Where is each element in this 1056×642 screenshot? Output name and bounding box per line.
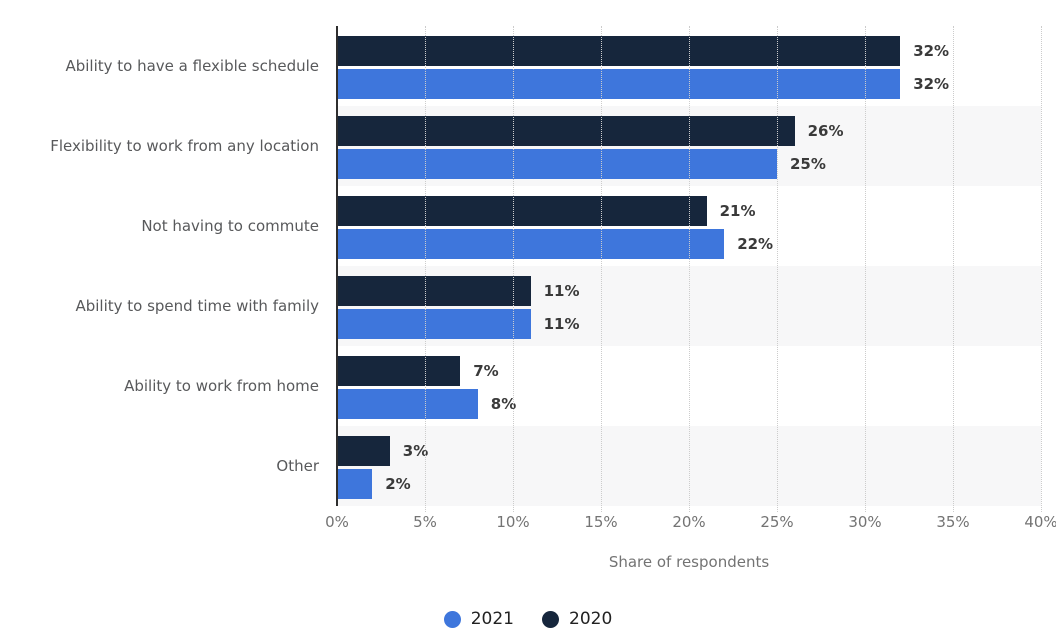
bar-2021 (337, 309, 531, 339)
bar-value-label: 22% (737, 235, 774, 253)
chart-row: Ability to work from home 7% 8% (0, 346, 1056, 426)
bar-value-label: 11% (543, 315, 580, 333)
bar-row: 22% (337, 229, 1041, 259)
x-tick-label: 0% (325, 513, 349, 531)
x-tick-label: 40% (1024, 513, 1056, 531)
bar-value-label: 3% (402, 442, 429, 460)
row-plot: 3% 2% (337, 426, 1041, 506)
category-label: Flexibility to work from any location (50, 136, 319, 155)
bar-value-label: 26% (807, 122, 844, 140)
bar-2020 (337, 36, 901, 66)
row-plot: 11% 11% (337, 266, 1041, 346)
bar-row: 11% (337, 276, 1041, 306)
chart-row: Ability to spend time with family 11% 11% (0, 266, 1056, 346)
category-label: Not having to commute (141, 216, 319, 235)
bar-row: 32% (337, 36, 1041, 66)
x-tick-label: 5% (413, 513, 437, 531)
bar-value-label: 11% (543, 282, 580, 300)
bar-2020 (337, 276, 531, 306)
row-plot: 7% 8% (337, 346, 1041, 426)
bar-value-label: 2% (385, 475, 411, 493)
bar-row: 26% (337, 116, 1041, 146)
x-axis-ticks: 0% 5% 10% 15% 20% 25% 30% 35% 40% (325, 513, 1056, 533)
bar-row: 32% (337, 69, 1041, 99)
chart-row: Other 3% 2% (0, 426, 1056, 506)
legend-item-2021[interactable]: 2021 (443, 609, 514, 629)
bar-value-label: 21% (719, 202, 756, 220)
bar-2020 (337, 356, 461, 386)
bar-2020 (337, 196, 707, 226)
row-plot: 32% 32% (337, 26, 1041, 106)
chart-row: Flexibility to work from any location 26%… (0, 106, 1056, 186)
x-tick-label: 35% (936, 513, 970, 531)
bar-value-label: 32% (913, 42, 950, 60)
chart-rows: Ability to have a flexible schedule 32% 32… (0, 26, 1056, 506)
bar-row: 11% (337, 309, 1041, 339)
x-tick-label: 15% (584, 513, 618, 531)
x-axis-label: Share of respondents (608, 553, 770, 571)
x-tick-label: 25% (760, 513, 794, 531)
bar-value-label: 32% (913, 75, 950, 93)
bar-2020 (337, 116, 795, 146)
bar-value-label: 8% (490, 395, 517, 413)
bar-row: 21% (337, 196, 1041, 226)
legend: 2021 2020 (0, 609, 1056, 629)
bar-2021 (337, 149, 777, 179)
category-label: Ability to spend time with family (75, 296, 319, 315)
bar-row: 2% (337, 469, 1041, 499)
bar-2021 (337, 69, 901, 99)
legend-label: 2020 (569, 609, 613, 629)
category-label: Ability to have a flexible schedule (65, 56, 319, 75)
bar-2020 (337, 436, 390, 466)
x-tick-label: 20% (672, 513, 706, 531)
row-plot: 26% 25% (337, 106, 1041, 186)
row-plot: 21% 22% (337, 186, 1041, 266)
bar-2021 (337, 469, 373, 499)
bar-row: 3% (337, 436, 1041, 466)
legend-item-2020[interactable]: 2020 (542, 609, 612, 629)
bar-row: 8% (337, 389, 1041, 419)
y-axis-line (336, 26, 338, 506)
x-tick-label: 30% (848, 513, 882, 531)
legend-dot-2021 (443, 610, 461, 628)
chart-row: Not having to commute 21% 22% (0, 186, 1056, 266)
bar-value-label: 7% (473, 362, 499, 380)
category-label: Other (276, 456, 319, 475)
bar-2021 (337, 229, 725, 259)
bar-2021 (337, 389, 478, 419)
chart-row: Ability to have a flexible schedule 32% 32… (0, 26, 1056, 106)
bar-row: 25% (337, 149, 1041, 179)
category-label: Ability to work from home (124, 376, 319, 395)
legend-dot-2020 (542, 610, 559, 628)
bar-row: 7% (337, 356, 1041, 386)
x-tick-label: 10% (496, 513, 530, 531)
legend-label: 2021 (470, 609, 514, 629)
bar-value-label: 25% (790, 155, 826, 173)
